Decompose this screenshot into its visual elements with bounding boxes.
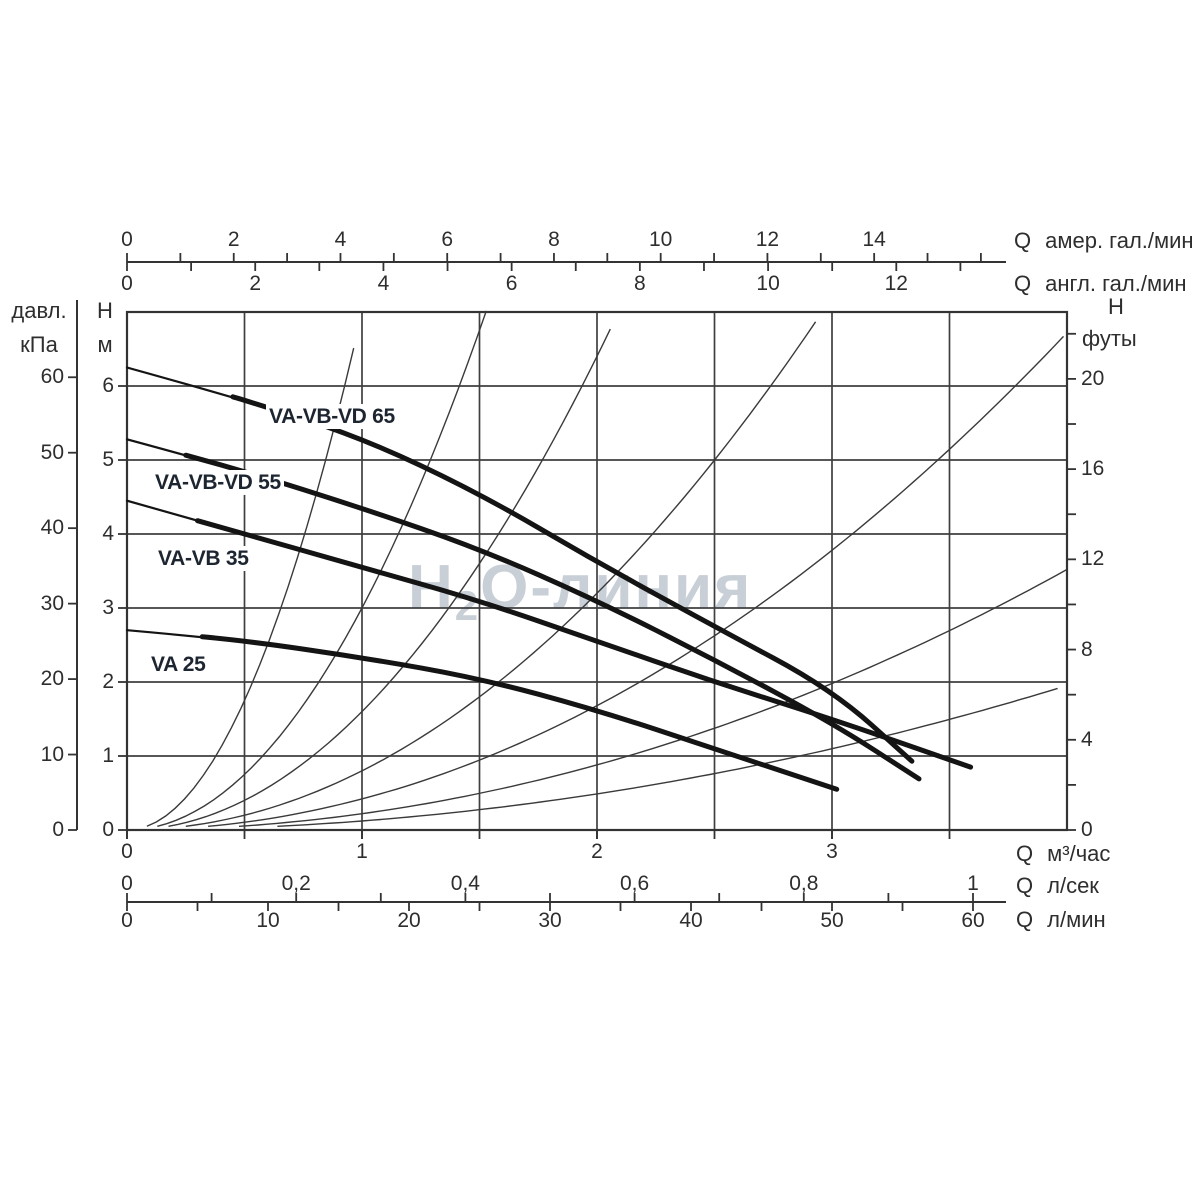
head-m-tick-label: 6 [102, 374, 114, 397]
imp-gpm-tick-label: 10 [756, 272, 780, 295]
curve-label-VA-VB-35: VA-VB 35 [155, 546, 252, 571]
imp-gpm-tick-label: 2 [249, 272, 262, 295]
ls-tick-label: 0,6 [619, 872, 650, 895]
system-curve [146, 347, 355, 827]
head-ft-tick-label: 4 [1081, 727, 1093, 751]
curve-label-VA-VB-VD-55: VA-VB-VD 55 [152, 470, 284, 495]
us-gpm-tick-label: 8 [548, 228, 560, 251]
ls-tick-label: 0,2 [281, 872, 311, 895]
system-curve [238, 569, 1067, 827]
system-curve [185, 321, 817, 827]
us-gpm-tick-label: 14 [862, 228, 886, 251]
head-m-tick-label: 0 [102, 818, 114, 841]
head-ft-axis-title-line1: H [1108, 294, 1124, 319]
head-m-tick-label: 5 [102, 448, 114, 471]
pump-curve-VA-VB-35 [195, 518, 974, 770]
lmin-tick-label: 60 [961, 909, 985, 932]
system-curve [208, 335, 1065, 827]
kpa-tick-label: 20 [40, 667, 64, 691]
m3h-q: Q [1016, 841, 1034, 866]
us-gpm-tick-label: 0 [121, 228, 133, 251]
imp-gpm-q: Q [1014, 271, 1032, 296]
head-m-tick-label: 3 [102, 596, 114, 619]
pressure-axis-title-line2: кПа [20, 332, 58, 357]
us-gpm-unit: амер. гал./мин [1045, 228, 1194, 253]
head-ft-axis-title-line2: футы [1082, 326, 1137, 351]
head-m-tick-label: 1 [102, 744, 114, 767]
us-gpm-tick-label: 12 [755, 228, 780, 251]
pressure-axis-title-line1: давл. [11, 298, 67, 323]
head-m-tick-label: 2 [102, 670, 114, 693]
system-curve [157, 310, 487, 827]
lmin-tick-label: 40 [679, 909, 703, 932]
system-curve [277, 687, 1058, 827]
kpa-tick-label: 10 [40, 742, 64, 766]
imp-gpm-tick-label: 6 [505, 272, 518, 295]
us-gpm-tick-label: 4 [334, 228, 347, 251]
lmin-tick-label: 20 [397, 909, 421, 932]
us-gpm-q: Q [1014, 228, 1032, 253]
ls-q: Q [1016, 873, 1034, 898]
curve-label-VA-VB-VD-65: VA-VB-VD 65 [266, 404, 398, 429]
us-gpm-tick-label: 10 [648, 228, 673, 251]
lmin-tick-label: 30 [538, 909, 562, 932]
system-curves-group [146, 310, 1067, 827]
m3h-tick-label: 2 [591, 840, 603, 863]
us-gpm-tick-label: 2 [227, 228, 240, 251]
system-curve [168, 328, 611, 827]
axes-group [68, 253, 1076, 911]
lmin-unit: л/мин [1047, 907, 1106, 932]
ls-tick-label: 1 [967, 872, 979, 895]
pump-curves-group [125, 366, 974, 792]
pump-curve-VA-25 [199, 634, 840, 792]
kpa-tick-label: 0 [52, 818, 64, 841]
pump-curve-thin-VA-25 [125, 629, 838, 791]
pump-curve-VA-VB-VD-55 [183, 452, 922, 782]
head-ft-tick-label: 20 [1081, 366, 1105, 390]
m3h-tick-label: 3 [826, 840, 838, 863]
ls-tick-label: 0,8 [789, 872, 819, 895]
imp-gpm-tick-label: 0 [121, 272, 133, 295]
head-ft-tick-label: 12 [1081, 547, 1105, 571]
kpa-tick-label: 50 [40, 440, 64, 464]
kpa-tick-label: 30 [40, 591, 64, 615]
kpa-tick-label: 40 [40, 516, 64, 540]
kpa-tick-label: 60 [40, 365, 64, 389]
lmin-tick-label: 0 [121, 909, 133, 932]
head-ft-tick-label: 8 [1081, 637, 1093, 661]
m3h-tick-label: 0 [121, 840, 133, 863]
head-ft-tick-label: 0 [1081, 818, 1093, 841]
pump-curve-VA-VB-VD-65 [230, 394, 915, 764]
ls-tick-label: 0,4 [450, 872, 480, 895]
ls-tick-label: 0 [121, 872, 133, 895]
head-m-axis-title-line2: м [97, 332, 113, 357]
head-m-axis-title-line1: H [97, 298, 113, 323]
curve-label-VA-25: VA 25 [148, 652, 209, 677]
m3h-tick-label: 1 [356, 840, 368, 863]
us-gpm-tick-label: 6 [441, 228, 454, 251]
m3h-unit: м³/час [1047, 841, 1111, 866]
imp-gpm-tick-label: 4 [377, 272, 390, 295]
lmin-tick-label: 50 [820, 909, 844, 932]
lmin-tick-label: 10 [256, 909, 280, 932]
lmin-q: Q [1016, 907, 1034, 932]
imp-gpm-tick-label: 8 [634, 272, 646, 295]
imp-gpm-tick-label: 12 [884, 272, 908, 295]
head-m-tick-label: 4 [102, 522, 114, 545]
ls-unit: л/сек [1047, 873, 1099, 898]
imp-gpm-unit: англ. гал./мин [1045, 271, 1187, 296]
head-ft-tick-label: 16 [1081, 457, 1105, 481]
